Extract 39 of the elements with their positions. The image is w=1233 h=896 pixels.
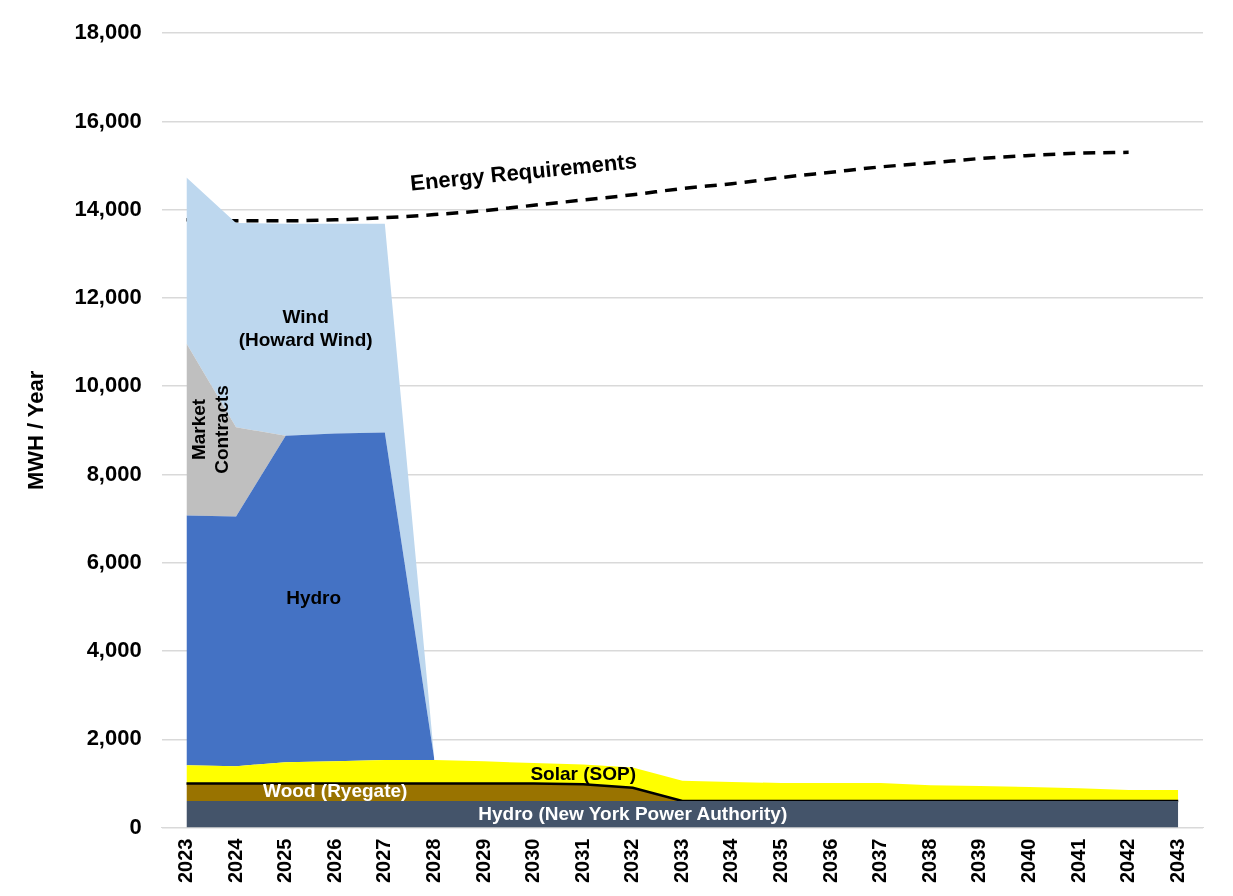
x-tick-label: 2033	[669, 838, 692, 884]
x-tick-label: 2028	[421, 838, 444, 884]
y-tick-label: 6,000	[86, 548, 142, 574]
y-tick-label: 12,000	[74, 284, 142, 310]
x-tick-label: 2027	[372, 838, 395, 884]
y-tick-label: 16,000	[74, 107, 142, 133]
y-tick-label: 18,000	[74, 19, 142, 45]
x-tick-label: 2029	[471, 838, 494, 884]
x-tick-label: 2030	[521, 838, 544, 884]
y-axis-title: MWH / Year	[23, 370, 49, 491]
x-tick-label: 2040	[1016, 838, 1039, 884]
series-label: Hydro (New York Power Authority)	[478, 802, 788, 824]
x-tick-label: 2042	[1116, 838, 1139, 884]
y-tick-label: 10,000	[74, 372, 142, 398]
y-tick-label: 4,000	[86, 637, 142, 663]
x-tick-label: 2023	[174, 838, 196, 884]
y-tick-label: 2,000	[86, 725, 142, 751]
x-tick-label: 2039	[967, 838, 990, 884]
x-tick-label: 2026	[322, 838, 345, 884]
series-label: Market Contracts	[188, 385, 233, 474]
x-tick-label: 2036	[818, 838, 841, 884]
x-tick-label: 2024	[223, 837, 246, 884]
x-tick-label: 2025	[273, 838, 296, 884]
x-tick-label: 2035	[769, 838, 792, 884]
y-tick-label: 0	[129, 813, 142, 839]
series-label: Wood (Ryegate)	[263, 780, 408, 802]
series-label: Hydro	[286, 587, 342, 609]
series-label: Wind (Howard Wind)	[238, 306, 373, 351]
x-tick-label: 2034	[719, 837, 742, 884]
x-tick-label: 2037	[868, 838, 891, 884]
x-tick-label: 2041	[1066, 838, 1089, 884]
y-tick-label: 8,000	[86, 460, 142, 486]
series-label: Solar (SOP)	[530, 762, 636, 784]
x-tick-label: 2038	[917, 838, 940, 884]
x-tick-label: 2032	[620, 838, 643, 884]
y-tick-label: 14,000	[74, 195, 142, 221]
x-tick-label: 2031	[570, 838, 593, 884]
x-tick-label: 2043	[1165, 838, 1188, 884]
text: Energy Requirements	[409, 148, 638, 196]
